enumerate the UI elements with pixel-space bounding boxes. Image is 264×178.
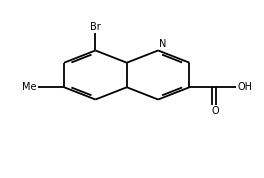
Text: Me: Me <box>22 82 37 92</box>
Text: Br: Br <box>90 22 101 32</box>
Text: O: O <box>212 106 219 116</box>
Text: N: N <box>159 39 167 49</box>
Text: OH: OH <box>238 82 253 92</box>
